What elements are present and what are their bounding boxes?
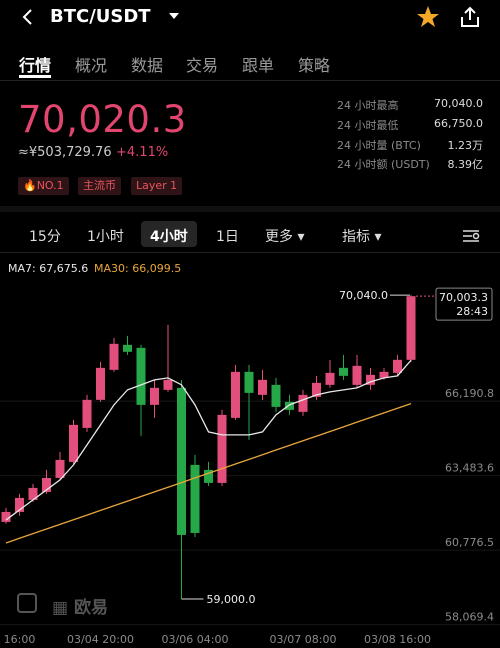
stat-label: 24 小时最低 [337, 119, 399, 132]
interval[interactable]: 4小时 [150, 229, 188, 245]
candle-body [366, 374, 375, 385]
y-tick-label: 63,483.6 [445, 462, 494, 475]
tab[interactable]: 交易 [186, 56, 219, 75]
x-tick-label: 03/04 20:00 [67, 633, 134, 646]
interval[interactable]: 1日 [216, 229, 239, 245]
y-tick-label: 58,069.4 [445, 611, 494, 624]
candle-body [204, 469, 213, 483]
low-label: 59,000.0 [207, 593, 256, 606]
interval-text: 指标 [342, 229, 370, 245]
stat-label: 24 小时额 (USDT) [337, 158, 430, 171]
interval[interactable]: 15分 [29, 229, 61, 245]
candle-body [406, 296, 416, 360]
tab[interactable]: 行情 [19, 56, 52, 75]
candle-body [231, 371, 240, 418]
section-divider [0, 206, 500, 212]
ma-line [5, 402, 412, 544]
favorite-star[interactable] [415, 4, 441, 30]
stat-label: 24 小时最高 [337, 99, 399, 112]
last-price: 70,020.3 [18, 98, 187, 141]
pair-dropdown[interactable] [168, 11, 180, 21]
tag[interactable]: Layer 1 [131, 177, 183, 195]
tag[interactable]: 🔥NO.1 [18, 177, 69, 195]
high-label: 70,040.0 [339, 289, 388, 302]
tab[interactable]: 跟单 [242, 56, 275, 75]
ma-legend: MA30: 66,099.5 [94, 262, 181, 275]
interval[interactable]: 更多 ▾ [265, 229, 305, 245]
candle-body [69, 424, 78, 462]
candle-body [312, 382, 321, 397]
interval[interactable]: 1小时 [87, 229, 124, 245]
x-tick-label: 03/06 04:00 [162, 633, 229, 646]
candle-body [325, 372, 335, 385]
tag[interactable]: 主流币 [78, 177, 121, 195]
share-button[interactable] [458, 5, 482, 29]
tab[interactable]: 数据 [131, 56, 164, 75]
interval-active-bg [141, 221, 197, 247]
tab-underline [19, 75, 51, 78]
watermark-icon [17, 593, 37, 613]
candle-body [136, 347, 146, 405]
watermark: ▦ 欧易 [52, 598, 108, 618]
ma-line [5, 359, 412, 521]
pair-title[interactable]: BTC/USDT [50, 6, 151, 27]
stat-value: 8.39亿 [447, 158, 484, 171]
candle-body [1, 511, 11, 522]
countdown: 28:43 [456, 305, 488, 318]
candle-body [28, 487, 38, 500]
candle-body [339, 367, 348, 376]
candle-body [96, 367, 105, 400]
candle-body [82, 399, 92, 428]
candle-body [393, 359, 402, 373]
candle-body [258, 379, 267, 395]
candle-body [163, 379, 173, 390]
candle-body [15, 497, 24, 512]
x-tick-label: 03/07 08:00 [270, 633, 337, 646]
x-tick-label: 16:00 [4, 633, 36, 646]
ma-legend: MA7: 67,675.6 [8, 262, 88, 275]
tag-text: NO.1 [36, 179, 64, 192]
candle-body [109, 343, 119, 370]
candle-body [352, 365, 362, 385]
watermark-text: 欧易 [73, 598, 108, 618]
candle-body [190, 464, 200, 533]
interval-text: 更多 [265, 229, 293, 245]
candle-body [42, 477, 51, 492]
stat-value: 1.23万 [447, 139, 484, 152]
candle-body [285, 401, 294, 410]
y-tick-label: 60,776.5 [445, 536, 494, 549]
back-button[interactable] [20, 8, 36, 26]
candle-body [271, 384, 281, 407]
tab[interactable]: 策略 [298, 56, 331, 75]
price-change: +4.11% [116, 145, 169, 160]
candle-body [177, 387, 186, 535]
divider [0, 252, 500, 253]
divider [0, 80, 500, 81]
stat-value: 66,750.0 [434, 117, 483, 130]
candle-body [55, 459, 65, 478]
interval[interactable]: 指标 ▾ [342, 229, 382, 245]
candle-body [298, 394, 308, 412]
candle-body [123, 344, 132, 352]
last-price-box [435, 287, 493, 321]
candle-body [150, 387, 159, 405]
x-tick-label: 03/08 16:00 [364, 633, 431, 646]
stat-label: 24 小时量 (BTC) [337, 139, 421, 152]
stat-value: 70,040.0 [434, 97, 483, 110]
candle-body [217, 414, 227, 483]
tab[interactable]: 概况 [75, 56, 108, 75]
cny-price: ≈¥503,729.76 [18, 145, 112, 160]
candle-body [379, 371, 389, 378]
last-price-label: 70,003.3 [439, 291, 488, 304]
y-tick-label: 66,190.8 [445, 387, 494, 400]
chart-settings[interactable] [461, 227, 481, 245]
candle-body [244, 371, 254, 393]
